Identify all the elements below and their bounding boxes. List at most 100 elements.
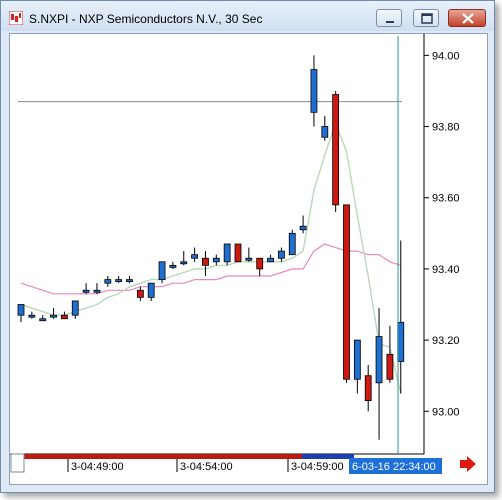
candle-body: [126, 279, 133, 282]
candle: [39, 315, 47, 322]
candle-body: [180, 261, 188, 265]
price-label: 93.20: [432, 335, 460, 347]
candle: [50, 308, 57, 319]
minimize-icon: [386, 21, 394, 23]
candle: [223, 243, 231, 266]
chart-window: S.NXPI - NXP Semiconductors N.V., 30 Sec: [0, 0, 495, 493]
candle: [353, 339, 361, 394]
candle: [202, 251, 209, 277]
candle-body: [71, 300, 79, 316]
plot-background: [10, 34, 424, 454]
candle: [364, 365, 372, 412]
candle-body: [332, 94, 340, 206]
close-button[interactable]: [448, 9, 486, 27]
candle-body: [223, 243, 231, 263]
candle: [147, 282, 155, 301]
price-label: 94.00: [432, 50, 460, 62]
candle-body: [245, 257, 253, 261]
price-label: 93.80: [432, 122, 460, 134]
candle: [299, 215, 307, 234]
candle: [115, 276, 123, 284]
scroll-box[interactable]: [10, 453, 25, 473]
candle-body: [61, 314, 68, 320]
candle-body: [386, 353, 394, 380]
candle: [158, 261, 166, 284]
candle: [343, 204, 350, 383]
candle: [17, 304, 25, 323]
price-chart[interactable]: 94.00 93.80 93.60 93.40 93.20 93.00 3-04:49:0…: [10, 34, 489, 486]
candle: [288, 229, 296, 256]
candle-body: [364, 375, 372, 402]
candle-body: [375, 336, 383, 384]
maximize-button[interactable]: [413, 9, 439, 27]
candle: [332, 90, 340, 212]
minimize-button[interactable]: [376, 9, 402, 27]
time-label-1: 3-04:49:00: [71, 461, 124, 473]
candle-body: [17, 304, 25, 316]
candle: [277, 247, 285, 262]
candle: [82, 283, 90, 294]
candle: [28, 311, 36, 319]
candle-body: [256, 257, 264, 270]
cursor-time-label: 6-03-16 22:34:00: [352, 461, 436, 473]
close-icon: [462, 13, 474, 24]
candle-body: [191, 254, 199, 259]
price-axis: 94.00 93.80 93.60 93.40 93.20 93.00: [424, 50, 460, 418]
candle-body: [267, 257, 274, 263]
candle-body: [158, 261, 166, 280]
candle-body: [169, 264, 177, 268]
candle-body: [147, 282, 155, 298]
candle-body: [28, 314, 36, 318]
scroll-right-arrow-icon[interactable]: [460, 456, 476, 472]
candle-body: [277, 250, 285, 259]
cursor-time-box: [349, 458, 442, 474]
window-title: S.NXPI - NXP Semiconductors N.V., 30 Sec: [29, 12, 263, 26]
candle-body: [93, 289, 101, 293]
candle: [212, 254, 220, 266]
candle: [104, 276, 112, 287]
candle: [93, 283, 101, 294]
time-label-3: 3-04:59:00: [291, 461, 344, 473]
candle-body: [82, 289, 90, 293]
candle-body: [397, 321, 405, 362]
candle: [126, 276, 133, 284]
candle: [191, 247, 199, 262]
candle-body: [104, 279, 112, 284]
candle: [61, 311, 68, 320]
candle: [310, 55, 318, 127]
candle: [136, 286, 144, 301]
app-icon: [9, 11, 23, 25]
time-axis-bar-cursor: [302, 454, 354, 459]
candle-body: [299, 225, 307, 231]
candle-body: [115, 279, 123, 282]
candle: [386, 325, 394, 383]
price-label: 93.60: [432, 193, 460, 205]
candle: [267, 254, 274, 263]
candle: [234, 243, 242, 263]
maximize-icon: [421, 13, 433, 24]
candle: [180, 251, 188, 266]
candle: [321, 115, 329, 141]
candle: [71, 300, 79, 319]
candles: [17, 55, 405, 440]
candle-body: [288, 232, 296, 256]
candle-body: [321, 126, 329, 138]
time-axis-bar: [24, 454, 354, 459]
candle-body: [212, 257, 220, 263]
candle: [256, 257, 264, 277]
candle: [375, 308, 383, 440]
candle-body: [234, 243, 242, 263]
price-label: 93.00: [432, 406, 460, 418]
candle-body: [202, 257, 209, 266]
title-bar[interactable]: S.NXPI - NXP Semiconductors N.V., 30 Sec: [1, 1, 494, 31]
candle: [245, 247, 253, 262]
candle-body: [39, 318, 47, 322]
candle: [169, 261, 177, 269]
candle-body: [353, 339, 361, 380]
chart-area[interactable]: 94.00 93.80 93.60 93.40 93.20 93.00 3-04:49:0…: [9, 33, 488, 485]
candle-body: [136, 289, 144, 298]
ma-slow-line: [20, 243, 401, 295]
candle-body: [50, 314, 57, 318]
candle-body: [310, 69, 318, 113]
time-label-2: 3-04:54:00: [180, 461, 233, 473]
